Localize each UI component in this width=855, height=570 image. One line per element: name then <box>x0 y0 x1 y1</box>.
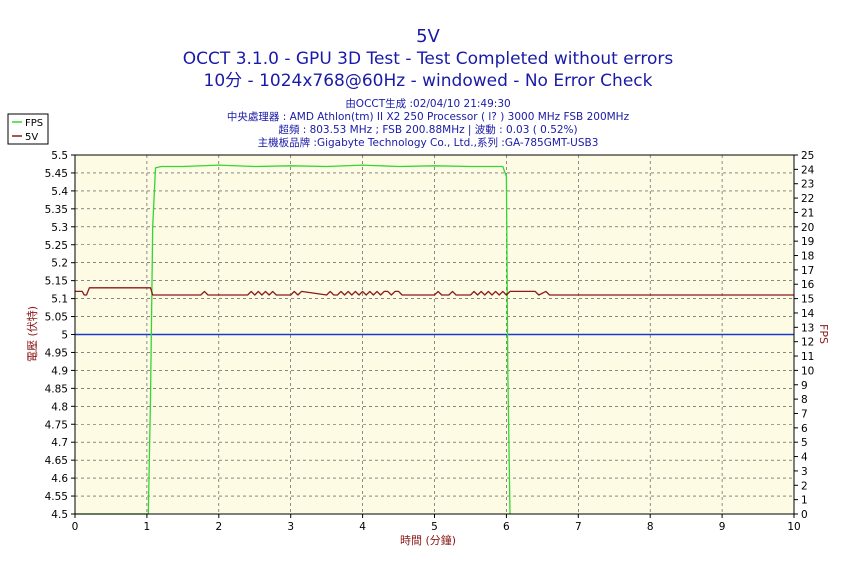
y-left-tick-label: 5.25 <box>45 240 68 252</box>
y-left-tick-label: 5.5 <box>51 150 68 162</box>
y-left-tick-label: 4.55 <box>45 491 68 503</box>
info-line-cpu: 中央處理器 : AMD Athlon(tm) II X2 250 Process… <box>227 110 630 123</box>
x-tick-label: 2 <box>215 521 222 533</box>
chart-subtitle-1: OCCT 3.1.0 - GPU 3D Test - Test Complete… <box>183 49 674 69</box>
y-right-tick-label: 7 <box>801 408 808 420</box>
y-right-tick-label: 12 <box>801 337 814 349</box>
y-right-tick-label: 9 <box>801 380 808 392</box>
info-line-motherboard: 主機板品牌 :Gigabyte Technology Co., Ltd.,系列 … <box>258 136 599 149</box>
chart-title: 5V <box>416 26 440 47</box>
x-tick-label: 6 <box>503 521 510 533</box>
y-right-tick-label: 21 <box>801 207 814 219</box>
y-right-axis-title: FPS <box>817 324 830 344</box>
y-right-tick-label: 6 <box>801 423 808 435</box>
y-left-tick-label: 4.7 <box>51 437 68 449</box>
y-left-axis-ticks: 4.5 4.55 4.6 4.65 4.7 4.75 4.8 4.85 4.9 4.95 5 5.05… <box>45 150 75 521</box>
y-right-tick-label: 23 <box>801 179 814 191</box>
legend-box <box>7 113 49 145</box>
x-axis-title: 時間 (分鐘) <box>400 533 456 547</box>
y-right-tick-label: 1 <box>801 495 808 507</box>
y-left-tick-label: 5.4 <box>51 186 68 198</box>
legend-label-5v: 5V <box>25 132 38 143</box>
legend: FPS 5V <box>7 113 49 145</box>
y-left-tick-label: 4.65 <box>45 455 68 467</box>
y-right-axis-ticks: 0123456789101112131415161718192021222324… <box>794 150 815 521</box>
y-right-tick-label: 13 <box>801 322 814 334</box>
x-tick-label: 8 <box>647 521 654 533</box>
y-right-tick-label: 16 <box>801 279 815 291</box>
x-tick-label: 9 <box>719 521 726 533</box>
y-left-tick-label: 4.5 <box>51 509 68 521</box>
y-left-tick-label: 4.8 <box>51 401 68 413</box>
y-right-tick-label: 25 <box>801 150 814 162</box>
x-tick-label: 7 <box>575 521 582 533</box>
chart-subtitle-2: 10分 - 1024x768@60Hz - windowed - No Erro… <box>204 71 653 91</box>
y-right-tick-label: 18 <box>801 251 814 263</box>
x-tick-label: 10 <box>787 521 800 533</box>
x-tick-label: 4 <box>359 521 366 533</box>
x-tick-label: 5 <box>431 521 438 533</box>
y-left-tick-label: 5.3 <box>51 222 68 234</box>
y-right-tick-label: 8 <box>801 394 808 406</box>
y-right-tick-label: 17 <box>801 265 814 277</box>
y-left-tick-label: 4.75 <box>45 419 68 431</box>
series-line-fps <box>75 164 511 515</box>
y-left-tick-label: 5.05 <box>45 312 68 324</box>
y-right-tick-label: 14 <box>801 308 815 320</box>
x-tick-label: 0 <box>72 521 79 533</box>
y-right-tick-label: 4 <box>801 452 808 464</box>
series-layer <box>75 164 794 515</box>
series-line-5v <box>75 287 794 296</box>
y-left-tick-label: 5 <box>61 330 68 342</box>
x-tick-label: 3 <box>287 521 294 533</box>
y-left-tick-label: 4.95 <box>45 347 68 359</box>
legend-label-fps: FPS <box>25 118 43 129</box>
y-right-tick-label: 15 <box>801 294 814 306</box>
y-left-tick-label: 5.35 <box>45 204 68 216</box>
y-right-tick-label: 20 <box>801 222 814 234</box>
y-left-tick-label: 5.1 <box>51 294 68 306</box>
x-tick-label: 1 <box>144 521 151 533</box>
y-right-tick-label: 5 <box>801 437 808 449</box>
x-axis-ticks: 0 1 2 3 4 5 6 7 8 9 10 <box>72 514 801 533</box>
y-left-tick-label: 5.2 <box>51 258 68 270</box>
y-right-tick-label: 19 <box>801 236 814 248</box>
info-line-generated: 由OCCT生成 :02/04/10 21:49:30 <box>345 97 510 110</box>
y-right-tick-label: 22 <box>801 193 814 205</box>
y-right-tick-label: 11 <box>801 351 814 363</box>
y-right-tick-label: 10 <box>801 365 814 377</box>
y-right-tick-label: 24 <box>801 164 815 176</box>
y-right-tick-label: 3 <box>801 466 808 478</box>
info-line-overclock: 超頻 : 803.53 MHz ; FSB 200.88MHz | 波動 : 0… <box>278 123 577 136</box>
y-right-tick-label: 2 <box>801 480 808 492</box>
y-left-tick-label: 5.15 <box>45 276 68 288</box>
y-left-axis-title: 電壓 (伏特) <box>25 306 39 362</box>
y-left-tick-label: 4.9 <box>51 365 68 377</box>
y-left-tick-label: 4.85 <box>45 383 68 395</box>
y-left-tick-label: 4.6 <box>51 473 68 485</box>
y-left-tick-label: 5.45 <box>45 168 68 180</box>
y-right-tick-label: 0 <box>801 509 808 521</box>
